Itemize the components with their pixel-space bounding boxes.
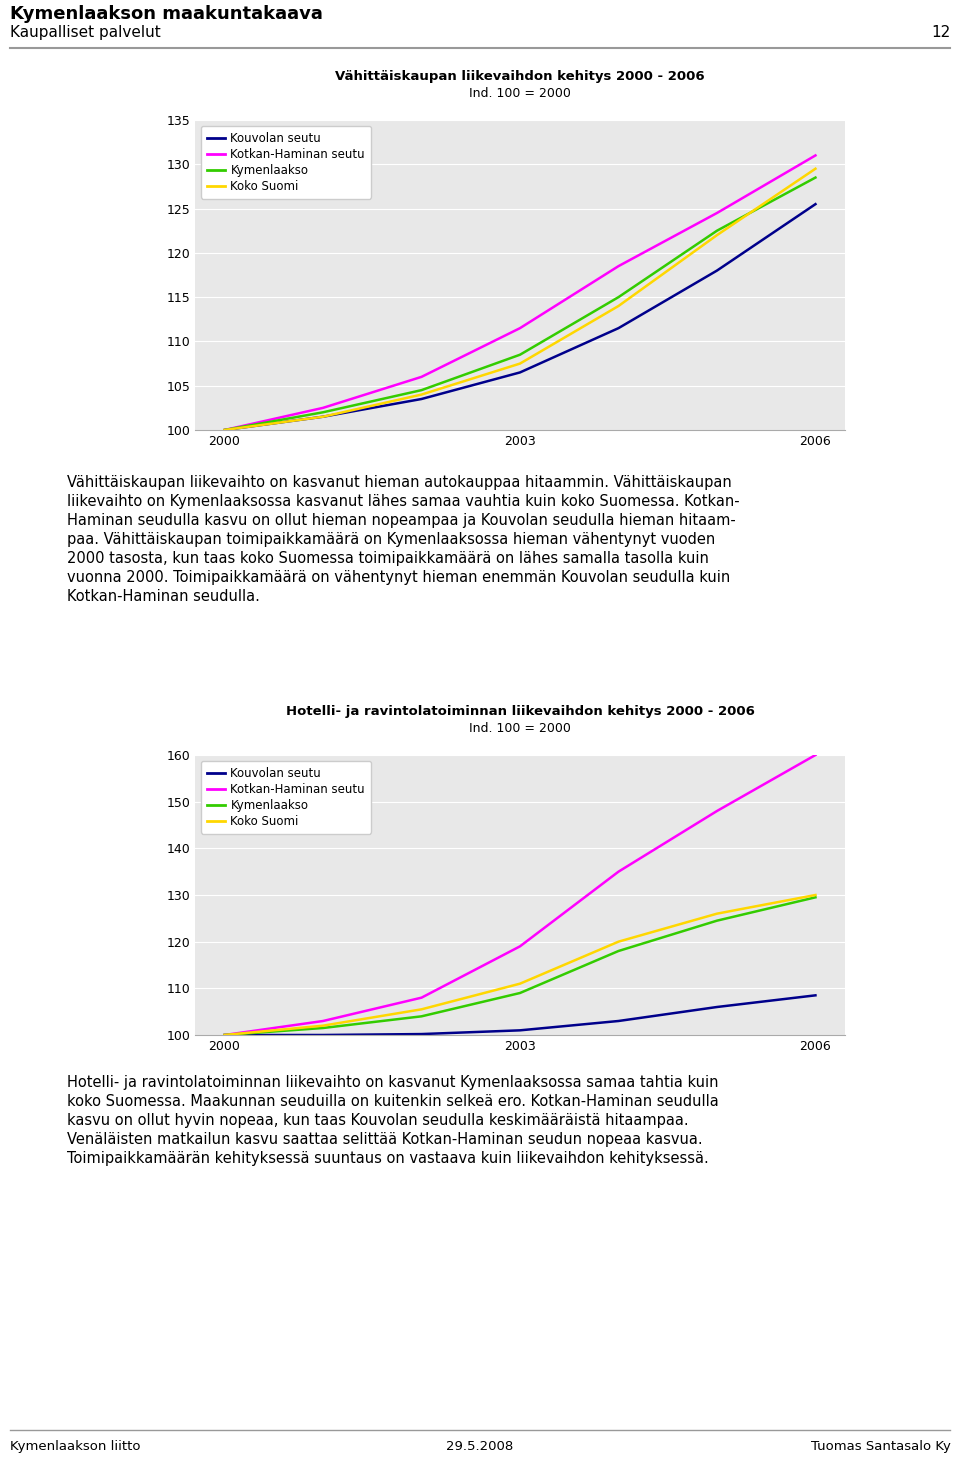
Text: 29.5.2008: 29.5.2008 [446, 1440, 514, 1453]
Text: Venäläisten matkailun kasvu saattaa selittää Kotkan-Haminan seudun nopeaa kasvua: Venäläisten matkailun kasvu saattaa seli… [67, 1132, 703, 1147]
Text: paa. Vähittäiskaupan toimipaikkamäärä on Kymenlaaksossa hieman vähentynyt vuoden: paa. Vähittäiskaupan toimipaikkamäärä on… [67, 531, 715, 548]
Text: Kymenlaakson liitto: Kymenlaakson liitto [10, 1440, 140, 1453]
Legend: Kouvolan seutu, Kotkan-Haminan seutu, Kymenlaakso, Koko Suomi: Kouvolan seutu, Kotkan-Haminan seutu, Ky… [201, 126, 371, 198]
Text: Vähittäiskaupan liikevaihdon kehitys 2000 - 2006: Vähittäiskaupan liikevaihdon kehitys 200… [335, 70, 705, 84]
Text: Ind. 100 = 2000: Ind. 100 = 2000 [469, 722, 571, 735]
Text: Toimipaikkamäärän kehityksessä suuntaus on vastaava kuin liikevaihdon kehitykses: Toimipaikkamäärän kehityksessä suuntaus … [67, 1151, 708, 1166]
Text: Kotkan-Haminan seudulla.: Kotkan-Haminan seudulla. [67, 589, 260, 603]
Legend: Kouvolan seutu, Kotkan-Haminan seutu, Kymenlaakso, Koko Suomi: Kouvolan seutu, Kotkan-Haminan seutu, Ky… [201, 760, 371, 834]
Text: Haminan seudulla kasvu on ollut hieman nopeampaa ja Kouvolan seudulla hieman hit: Haminan seudulla kasvu on ollut hieman n… [67, 512, 736, 528]
Text: vuonna 2000. Toimipaikkamäärä on vähentynyt hieman enemmän Kouvolan seudulla kui: vuonna 2000. Toimipaikkamäärä on vähenty… [67, 570, 731, 586]
Text: Kaupalliset palvelut: Kaupalliset palvelut [10, 25, 160, 40]
Text: 2000 tasosta, kun taas koko Suomessa toimipaikkamäärä on lähes samalla tasolla k: 2000 tasosta, kun taas koko Suomessa toi… [67, 550, 709, 567]
Text: liikevaihto on Kymenlaaksossa kasvanut lähes samaa vauhtia kuin koko Suomessa. K: liikevaihto on Kymenlaaksossa kasvanut l… [67, 495, 740, 509]
Text: 12: 12 [931, 25, 950, 40]
Text: Kymenlaakson maakuntakaava: Kymenlaakson maakuntakaava [10, 4, 323, 23]
Text: Hotelli- ja ravintolatoiminnan liikevaihdon kehitys 2000 - 2006: Hotelli- ja ravintolatoiminnan liikevaih… [285, 705, 755, 718]
Text: Vähittäiskaupan liikevaihto on kasvanut hieman autokauppaa hitaammin. Vähittäisk: Vähittäiskaupan liikevaihto on kasvanut … [67, 476, 732, 490]
Text: kasvu on ollut hyvin nopeaa, kun taas Kouvolan seudulla keskimääräistä hitaampaa: kasvu on ollut hyvin nopeaa, kun taas Ko… [67, 1113, 689, 1127]
Text: Hotelli- ja ravintolatoiminnan liikevaihto on kasvanut Kymenlaaksossa samaa taht: Hotelli- ja ravintolatoiminnan liikevaih… [67, 1075, 719, 1091]
Text: Ind. 100 = 2000: Ind. 100 = 2000 [469, 87, 571, 100]
Text: Tuomas Santasalo Ky: Tuomas Santasalo Ky [810, 1440, 950, 1453]
Text: koko Suomessa. Maakunnan seuduilla on kuitenkin selkeä ero. Kotkan-Haminan seudu: koko Suomessa. Maakunnan seuduilla on ku… [67, 1094, 719, 1108]
